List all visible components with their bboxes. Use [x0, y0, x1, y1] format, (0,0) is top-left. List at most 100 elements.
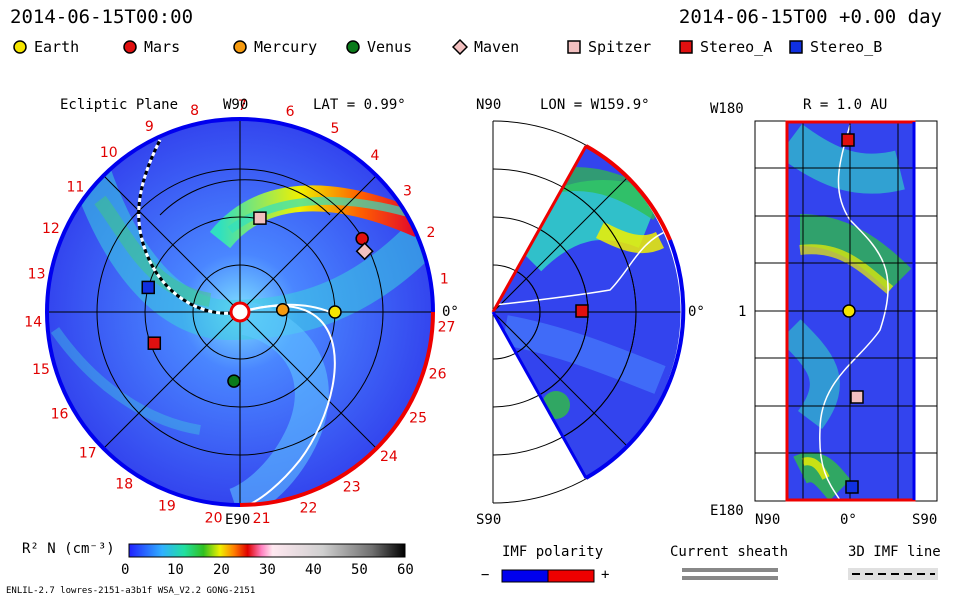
legend-label: Mars: [144, 38, 181, 56]
colorbar-tick: 40: [305, 562, 322, 578]
carrington-label: 26: [429, 367, 447, 383]
body-marker-stereo-b: [141, 280, 155, 295]
carrington-label: 5: [331, 121, 340, 137]
carrington-label: 12: [42, 221, 60, 237]
ecliptic-title: Ecliptic Plane: [60, 97, 179, 113]
carrington-label: 25: [409, 411, 427, 427]
legend-label: Stereo_A: [700, 38, 773, 56]
carrington-label: 2: [427, 225, 436, 241]
carrington-label: 6: [286, 104, 295, 120]
radial-bottom-left: E180: [710, 503, 744, 519]
carrington-label: 16: [51, 406, 69, 422]
body-marker-earth: [328, 305, 342, 319]
carrington-label: 3: [403, 183, 412, 199]
legend-label: Maven: [474, 38, 520, 56]
current-sheath-label: Current sheath: [670, 544, 789, 560]
legend-item-mars: Mars: [122, 38, 180, 56]
legend-item-stereo-a: Stereo_A: [678, 38, 772, 56]
maven-marker-icon: [452, 39, 468, 55]
carrington-label: 22: [300, 500, 318, 516]
legend-item-spitzer: Spitzer: [566, 38, 651, 56]
meridional-top-left: N90: [476, 97, 502, 113]
colorbar-tick: 20: [213, 562, 230, 578]
legend-item-venus: Venus: [345, 38, 412, 56]
mars-marker-icon: [123, 40, 137, 54]
sun-icon: [229, 301, 251, 323]
colorbar-tick: 10: [167, 562, 184, 578]
body-marker-radial-spitzer: [850, 390, 864, 404]
body-marker-radial-stereo-b: [845, 480, 859, 494]
footer-model-info: ENLIL-2.7 lowres-2151-a3b1f WSA_V2.2 GON…: [6, 586, 256, 596]
colorbar-tick: 0: [121, 562, 130, 578]
ecliptic-lat-label: LAT = 0.99°: [313, 97, 406, 113]
venus-marker-icon: [346, 40, 360, 54]
carrington-label: 19: [158, 499, 176, 515]
meridional-right-label: 0°: [688, 304, 705, 320]
ecliptic-right-label: 0°: [442, 304, 459, 320]
body-marker-maven: [355, 242, 374, 261]
carrington-label: 4: [370, 148, 379, 164]
datetime-title: 2014-06-15T00:00: [10, 6, 194, 28]
carrington-label: 23: [343, 479, 361, 495]
carrington-label: 9: [145, 119, 154, 135]
colorbar-tick: 30: [259, 562, 276, 578]
radial-x-label-n90: N90: [755, 512, 781, 528]
imf-minus: −: [481, 567, 490, 583]
spitzer-marker-icon: [567, 40, 581, 54]
legend-label: Earth: [34, 38, 80, 56]
legend-label: Mercury: [254, 38, 318, 56]
carrington-label: 7: [238, 98, 247, 114]
carrington-label: 15: [32, 362, 50, 378]
radial-x-label-0: 0°: [840, 512, 857, 528]
carrington-label: 14: [24, 315, 42, 331]
carrington-label: 17: [79, 445, 97, 461]
imf-line-label: 3D IMF line: [848, 544, 941, 560]
legend-label: Spitzer: [588, 38, 652, 56]
radial-mid-left: 1: [738, 304, 747, 320]
imf-polarity-label: IMF polarity: [502, 544, 604, 560]
ecliptic-top-label: W90: [223, 97, 249, 113]
colorbar-tick: 50: [351, 562, 368, 578]
ecliptic-bottom-label: E90: [225, 512, 251, 528]
mercury-marker-icon: [233, 40, 247, 54]
carrington-label: 24: [380, 449, 398, 465]
body-marker-stereo-a: [147, 336, 162, 350]
radial-r-label: R = 1.0 AU: [803, 97, 888, 113]
legend-label: Venus: [367, 38, 413, 56]
colorbar: [128, 543, 406, 558]
legend-item-earth: Earth: [12, 38, 79, 56]
ecliptic-panel: [45, 117, 435, 507]
carrington-label: 10: [100, 145, 118, 161]
body-marker-venus: [227, 374, 241, 388]
carrington-label: 21: [253, 511, 271, 527]
body-marker-mars: [355, 231, 369, 246]
body-marker-radial-stereo-a: [841, 133, 855, 147]
legend-item-stereo-b: Stereo_B: [788, 38, 882, 56]
imf-plus: +: [601, 567, 610, 583]
radial-x-label-s90: S90: [912, 512, 938, 528]
model-time-title: 2014-06-15T00 +0.00 day: [678, 6, 942, 28]
earth-marker-icon: [13, 40, 27, 54]
legend-item-mercury: Mercury: [232, 38, 317, 56]
carrington-label: 1: [440, 271, 449, 287]
stereo-a-marker-icon: [679, 40, 693, 54]
legend-label: Stereo_B: [810, 38, 883, 56]
radial-top-left: W180: [710, 101, 744, 117]
stereo-b-marker-icon: [789, 40, 803, 54]
colorbar-tick: 60: [397, 562, 414, 578]
carrington-label: 18: [115, 477, 133, 493]
carrington-label: 8: [190, 103, 199, 119]
carrington-label: 11: [66, 180, 84, 196]
colorbar-label: R² N (cm⁻³): [22, 541, 115, 557]
carrington-label: 20: [205, 510, 223, 526]
carrington-label: 27: [438, 319, 456, 335]
body-marker-mercury: [275, 303, 290, 317]
meridional-lon-label: LON = W159.9°: [540, 97, 650, 113]
meridional-bottom-left: S90: [476, 512, 502, 528]
legend-item-maven: Maven: [452, 38, 519, 56]
radial-panel: [754, 120, 938, 502]
body-marker-radial-earth: [842, 304, 856, 318]
body-marker-meridional-stereo-a: [575, 304, 589, 318]
carrington-label: 13: [28, 267, 46, 283]
